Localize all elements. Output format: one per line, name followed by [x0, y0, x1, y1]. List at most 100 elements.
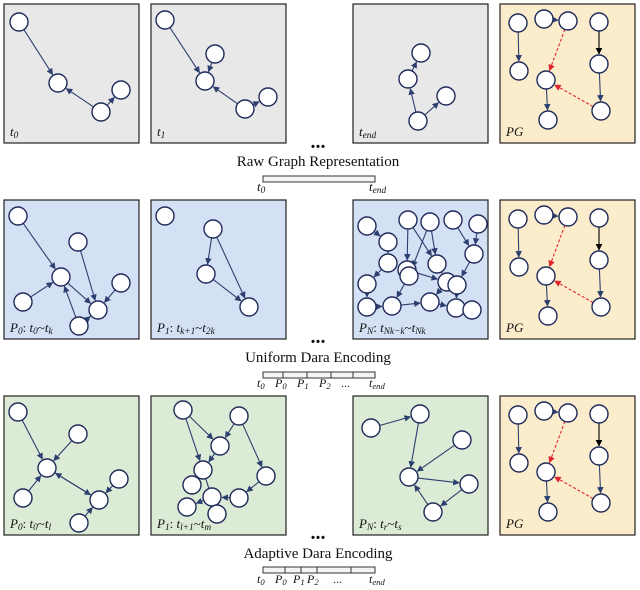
graph-node	[256, 466, 276, 486]
graph-edge	[83, 316, 91, 323]
graph-edge	[543, 88, 551, 111]
graph-node	[446, 298, 466, 318]
graph-node	[37, 458, 57, 478]
graph-edge	[212, 279, 242, 302]
timeline-bar	[262, 566, 376, 574]
graph-edge	[457, 227, 470, 247]
graph-edge	[414, 484, 429, 505]
graph-node	[398, 69, 418, 89]
panel-label: PG	[505, 320, 524, 335]
graph-node	[173, 400, 193, 420]
graph-edge	[53, 440, 73, 462]
graph-edge	[373, 268, 383, 278]
row-uniform: P0: t0~tk P1: tk+1~t2k PN: tNk−k~tNk PG... U…	[3, 199, 636, 391]
graph-node	[195, 71, 215, 91]
timeline-start-label: t0	[257, 179, 266, 196]
graph-node	[207, 504, 227, 524]
graph-node	[196, 264, 216, 284]
graph-node	[410, 404, 430, 424]
graph-node	[398, 210, 418, 230]
pg-dashed-edge	[554, 476, 594, 500]
graph-edge	[436, 287, 443, 295]
graph-node	[203, 219, 223, 239]
panel-label: P0: t0~tl	[9, 516, 51, 533]
graph-panel: t1	[150, 3, 287, 144]
graph-edge	[515, 423, 522, 454]
graph-edge	[169, 27, 200, 74]
graph-panel: P1: tl+1~tm	[150, 395, 287, 536]
graph-node	[258, 87, 278, 107]
graph-edge	[242, 423, 263, 468]
graph-node	[509, 257, 529, 277]
timeline-segment-label: P2	[318, 376, 331, 391]
graph-edge	[396, 283, 406, 298]
graph-edge	[67, 282, 92, 304]
row-adaptive: P0: t0~tl P1: tl+1~tm PN: tr~ts PG... Adapti…	[3, 395, 636, 587]
graph-node	[589, 250, 609, 270]
graph-node	[534, 205, 554, 225]
graph-edge	[104, 289, 116, 303]
graph-node	[468, 214, 488, 234]
graph-node	[235, 99, 255, 119]
graph-node	[589, 446, 609, 466]
graph-edge	[216, 236, 246, 299]
graph-node	[111, 80, 131, 100]
graph-node	[538, 502, 558, 522]
graph-node	[357, 274, 377, 294]
graph-node	[193, 460, 213, 480]
graph-panel: PN: tNk−k~tNk	[352, 199, 489, 340]
pg-dashed-edge	[548, 421, 566, 464]
graph-panel: tend	[352, 3, 489, 144]
graph-edge	[185, 418, 202, 462]
graph-node	[423, 502, 443, 522]
graph-edge	[205, 237, 213, 265]
graph-edge	[54, 472, 92, 496]
graph-node	[177, 497, 197, 517]
panel-frame	[3, 199, 140, 340]
graph-node	[534, 401, 554, 421]
graph-edge	[207, 62, 214, 73]
row-caption: Raw Graph Representation	[237, 154, 400, 170]
graph-node	[155, 10, 175, 30]
pg-dashed-edge	[548, 225, 566, 268]
graph-node	[447, 275, 467, 295]
graph-node	[589, 404, 609, 424]
graph-node	[88, 300, 108, 320]
graph-node	[508, 209, 528, 229]
graph-node	[464, 244, 484, 264]
graph-edge	[411, 230, 428, 268]
graph-node	[408, 111, 428, 131]
graph-edge	[105, 485, 114, 494]
panel-label: P1: tl+1~tm	[156, 516, 211, 533]
graph-panel: PN: tr~ts	[352, 395, 489, 536]
graph-edge	[195, 498, 204, 505]
graph-edge	[408, 422, 419, 468]
graph-node	[68, 232, 88, 252]
graph-edge	[106, 96, 115, 106]
graph-node	[508, 405, 528, 425]
graph-edge	[373, 229, 381, 237]
graph-edge	[379, 415, 412, 427]
graph-node	[436, 86, 456, 106]
timeline-bar	[262, 175, 376, 183]
graph-edge	[597, 268, 604, 298]
graph-panel: P1: tk+1~t2k	[150, 199, 287, 340]
graph-node	[538, 110, 558, 130]
graph-node	[534, 9, 554, 29]
graph-edge	[515, 227, 522, 258]
panel-label: PN: tNk−k~tNk	[358, 320, 426, 337]
graph-edge	[189, 415, 214, 440]
graph-edge	[597, 72, 604, 102]
graph-edge	[208, 453, 216, 463]
graph-edge	[543, 480, 551, 503]
row-raw: t0 t1 tend PG...Raw Graph Representation t0 t…	[3, 3, 636, 196]
graph-node	[399, 467, 419, 487]
graph-node	[382, 296, 402, 316]
graph-node	[8, 402, 28, 422]
timeline-segment-label: P2	[306, 572, 319, 587]
graph-edge	[408, 88, 417, 113]
row-caption: Uniform Dara Encoding	[245, 350, 391, 366]
ellipsis: ...	[311, 522, 326, 544]
graph-node	[399, 266, 419, 286]
graph-edge	[63, 285, 77, 318]
